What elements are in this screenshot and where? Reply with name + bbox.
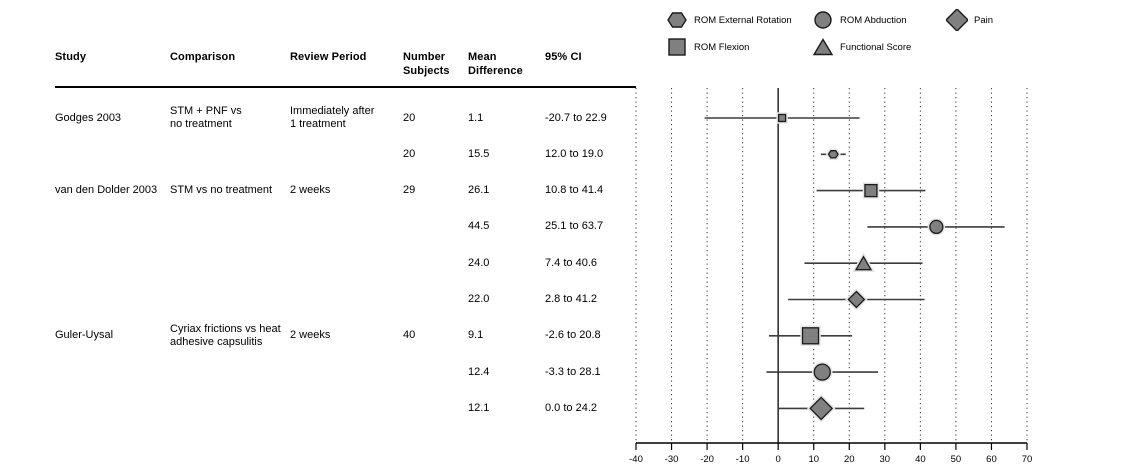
- cell-95ci: -20.7 to 22.9: [545, 111, 607, 124]
- cell-mean-difference: 44.5: [468, 220, 490, 233]
- col-header-review-period: Review Period: [290, 51, 367, 63]
- cell-comparison: STM vs no treatment: [170, 184, 273, 197]
- legend-item-diamond: Pain: [946, 9, 993, 31]
- circle-icon: [814, 11, 832, 29]
- cell-95ci: -3.3 to 28.1: [545, 365, 601, 378]
- cell-number-subjects: 20: [403, 147, 416, 160]
- col-header-study: Study: [55, 51, 87, 63]
- cell-mean-difference: 15.5: [468, 147, 490, 160]
- diamond-icon: [946, 9, 968, 31]
- marker-square: [801, 327, 820, 345]
- col-header-95ci: 95% CI: [545, 51, 582, 63]
- hexagon-icon: [667, 12, 687, 28]
- x-tick-label: -20: [700, 454, 714, 465]
- cell-95ci: 0.0 to 24.2: [545, 401, 597, 414]
- table-header-rule: [55, 86, 636, 88]
- cell-mean-difference: 1.1: [468, 111, 484, 124]
- legend-circle: [814, 11, 832, 29]
- cell-mean-difference: 12.1: [468, 401, 490, 414]
- table-row: 24.0 7.4 to 40.6: [0, 248, 645, 278]
- marker-circle: [929, 219, 944, 235]
- cell-number-subjects: 29: [403, 184, 416, 197]
- marker-triangle: [854, 255, 873, 271]
- legend-label: Pain: [974, 14, 994, 26]
- cell-review-period: Immediately after 1 treatment: [290, 105, 375, 130]
- cell-study: Guler-Uysal: [55, 329, 114, 342]
- cell-study: van den Dolder 2003: [55, 184, 158, 197]
- table-row: 12.4 -3.3 to 28.1: [0, 357, 645, 387]
- legend-label: ROM External Rotation: [694, 14, 792, 26]
- marker-circle: [813, 363, 831, 381]
- legend-square: [668, 38, 686, 56]
- table-row: Guler-Uysal Cyriax frictions vs heat adhe…: [0, 321, 645, 351]
- cell-95ci: 25.1 to 63.7: [545, 220, 604, 233]
- legend-diamond: [946, 9, 968, 31]
- marker-diamond: [809, 396, 834, 421]
- col-header-number-subjects: Number Subjects: [403, 51, 450, 77]
- table-row: 44.5 25.1 to 63.7: [0, 212, 645, 242]
- cell-comparison: STM + PNF vs no treatment: [170, 105, 242, 130]
- x-tick-label: 50: [951, 454, 962, 465]
- cell-95ci: -2.6 to 20.8: [545, 329, 601, 342]
- table-row: van den Dolder 2003 STM vs no treatment 2 …: [0, 176, 645, 206]
- cell-mean-difference: 12.4: [468, 365, 490, 378]
- cell-95ci: 7.4 to 40.6: [545, 256, 597, 269]
- cell-comparison: Cyriax frictions vs heat adhesive capsul…: [170, 322, 281, 348]
- x-tick-label: -30: [665, 454, 679, 465]
- x-tick-label: 10: [808, 454, 819, 465]
- cell-mean-difference: 24.0: [468, 256, 490, 269]
- legend-item-square: ROM Flexion: [666, 36, 749, 58]
- legend-item-circle: ROM Abduction: [812, 9, 907, 31]
- cell-95ci: 12.0 to 19.0: [545, 147, 604, 160]
- x-tick-label: -10: [736, 454, 750, 465]
- legend-label: ROM Abduction: [840, 14, 907, 26]
- table-row: 22.0 2.8 to 41.2: [0, 285, 645, 315]
- cell-95ci: 2.8 to 41.2: [545, 293, 597, 305]
- table-row: Godges 2003 STM + PNF vs no treatment Imme…: [0, 103, 645, 133]
- legend-label: Functional Score: [840, 41, 912, 53]
- legend-hexagon: [667, 12, 687, 28]
- cell-number-subjects: 20: [403, 111, 416, 124]
- legend-item-hexagon: ROM External Rotation: [666, 9, 792, 31]
- col-header-mean-difference: Mean Difference: [468, 51, 523, 77]
- marker-hexagon: [827, 150, 839, 159]
- cell-mean-difference: 22.0: [468, 293, 490, 305]
- x-tick-label: 70: [1022, 454, 1033, 465]
- cell-95ci: 10.8 to 41.4: [545, 184, 604, 197]
- marker-square: [777, 113, 787, 123]
- cell-study: Godges 2003: [55, 111, 122, 124]
- table-row: 12.1 0.0 to 24.2: [0, 393, 645, 423]
- legend-item-triangle: Functional Score: [812, 36, 911, 58]
- cell-review-period: 2 weeks: [290, 329, 331, 342]
- legend-triangle: [812, 38, 834, 56]
- table-row: 20 15.5 12.0 to 19.0: [0, 139, 645, 169]
- x-tick-label: 40: [915, 454, 926, 465]
- cell-number-subjects: 40: [403, 329, 416, 342]
- legend-label: ROM Flexion: [694, 41, 750, 53]
- x-tick-label: 30: [880, 454, 891, 465]
- x-tick-label: 60: [986, 454, 997, 465]
- col-header-comparison: Comparison: [170, 51, 236, 63]
- x-tick-label: -40: [629, 454, 643, 465]
- cell-mean-difference: 9.1: [468, 329, 484, 342]
- cell-review-period: 2 weeks: [290, 184, 331, 197]
- x-tick-label: 0: [776, 454, 781, 465]
- marker-diamond: [847, 290, 866, 309]
- cell-mean-difference: 26.1: [468, 184, 490, 197]
- marker-square: [864, 183, 878, 198]
- triangle-icon: [812, 38, 834, 56]
- square-icon: [668, 38, 686, 56]
- x-tick-label: 20: [844, 454, 855, 465]
